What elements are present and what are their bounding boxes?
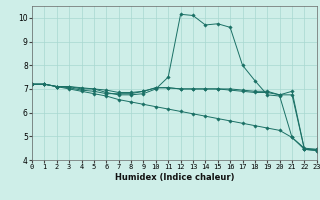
X-axis label: Humidex (Indice chaleur): Humidex (Indice chaleur) bbox=[115, 173, 234, 182]
